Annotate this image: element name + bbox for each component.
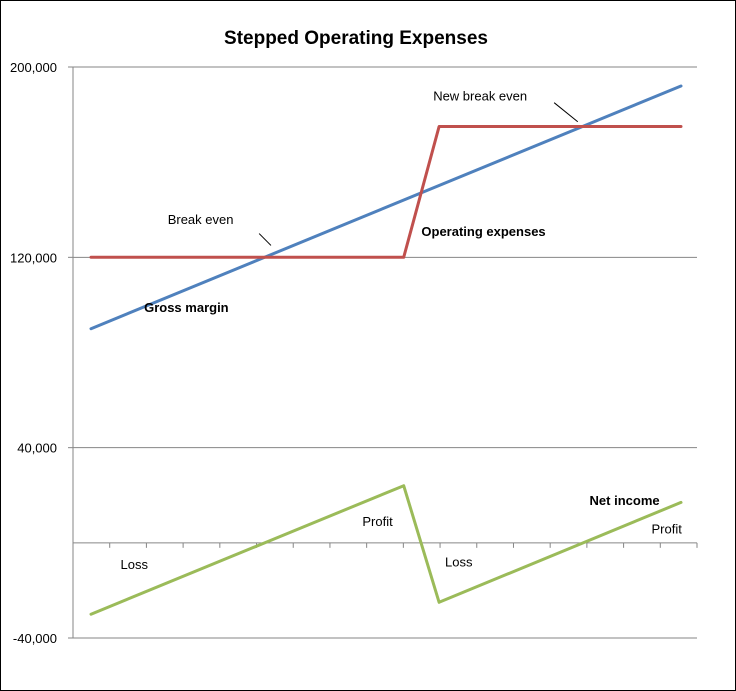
annotation-leader-new-break-even bbox=[553, 102, 579, 123]
series-line-operating-expenses bbox=[89, 125, 683, 259]
series-layer bbox=[89, 84, 683, 616]
axis-layer: 200,000 120,000 40,000 -40,000 bbox=[10, 60, 698, 646]
series-line-gross-margin bbox=[89, 84, 683, 331]
y-tick-label: 200,000 bbox=[10, 60, 57, 75]
y-tick-label: 120,000 bbox=[10, 250, 57, 265]
chart-title: Stepped Operating Expenses bbox=[224, 28, 488, 49]
annotation-break-even: Break even bbox=[168, 212, 234, 227]
y-tick-label: 40,000 bbox=[17, 441, 57, 456]
annotation-profit-1: Profit bbox=[362, 514, 393, 529]
annotation-loss-1: Loss bbox=[121, 557, 149, 572]
grid-layer bbox=[73, 66, 697, 639]
annotation-operating-expenses-label: Operating expenses bbox=[421, 224, 545, 239]
series-line-net-income bbox=[89, 484, 683, 616]
annotation-new-break-even: New break even bbox=[433, 88, 527, 103]
annotation-gross-margin-label: Gross margin bbox=[144, 300, 229, 315]
annotation-loss-2: Loss bbox=[445, 555, 473, 570]
annotation-layer: Break even New break even Operating expens… bbox=[121, 88, 683, 572]
annotation-net-income-label: Net income bbox=[590, 493, 660, 508]
annotation-leader-break-even bbox=[258, 233, 272, 246]
y-tick-label: -40,000 bbox=[13, 631, 57, 646]
annotation-profit-2: Profit bbox=[652, 521, 683, 536]
